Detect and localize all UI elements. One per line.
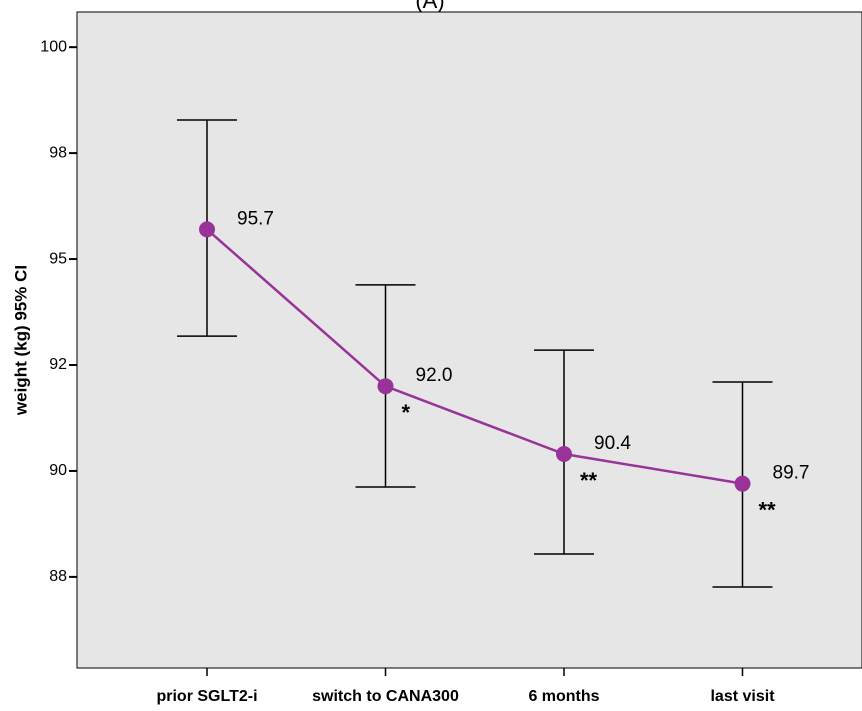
x-tick-label: switch to CANA300: [312, 688, 459, 705]
value-label: 95.7: [237, 208, 274, 229]
plot-area: [76, 11, 862, 669]
annotation: **: [580, 468, 598, 493]
annotation: **: [759, 497, 777, 522]
y-tick-label: 92: [49, 356, 67, 373]
value-label: 90.4: [594, 433, 631, 454]
y-tick-label: 88: [49, 568, 67, 585]
y-tick-label: 98: [49, 144, 67, 161]
point: [377, 378, 394, 395]
line: [206, 228, 743, 485]
x-tick-label: 6 months: [528, 688, 599, 705]
y-tick-label: 90: [49, 462, 67, 479]
y-axis-label: weight (kg) 95% CI: [11, 265, 30, 416]
x-tick-label: prior SGLT2-i: [156, 688, 257, 705]
point: [734, 475, 751, 492]
point: [199, 221, 215, 238]
y-tick-label: 100: [40, 38, 67, 55]
annotation: *: [402, 400, 411, 425]
value-label: 89.7: [773, 463, 810, 484]
y-tick-label: 95: [49, 250, 67, 267]
x-tick-label: last visit: [710, 688, 775, 705]
point: [556, 445, 572, 462]
value-label: 92.0: [416, 365, 453, 386]
chart-title: (A): [415, 0, 444, 13]
